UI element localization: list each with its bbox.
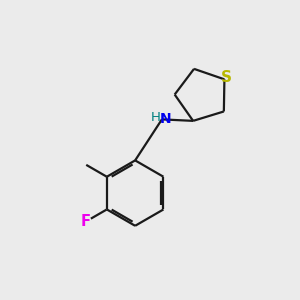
Text: S: S (220, 70, 231, 85)
Text: H: H (150, 111, 160, 124)
Text: N: N (160, 112, 172, 126)
Text: F: F (80, 214, 90, 230)
